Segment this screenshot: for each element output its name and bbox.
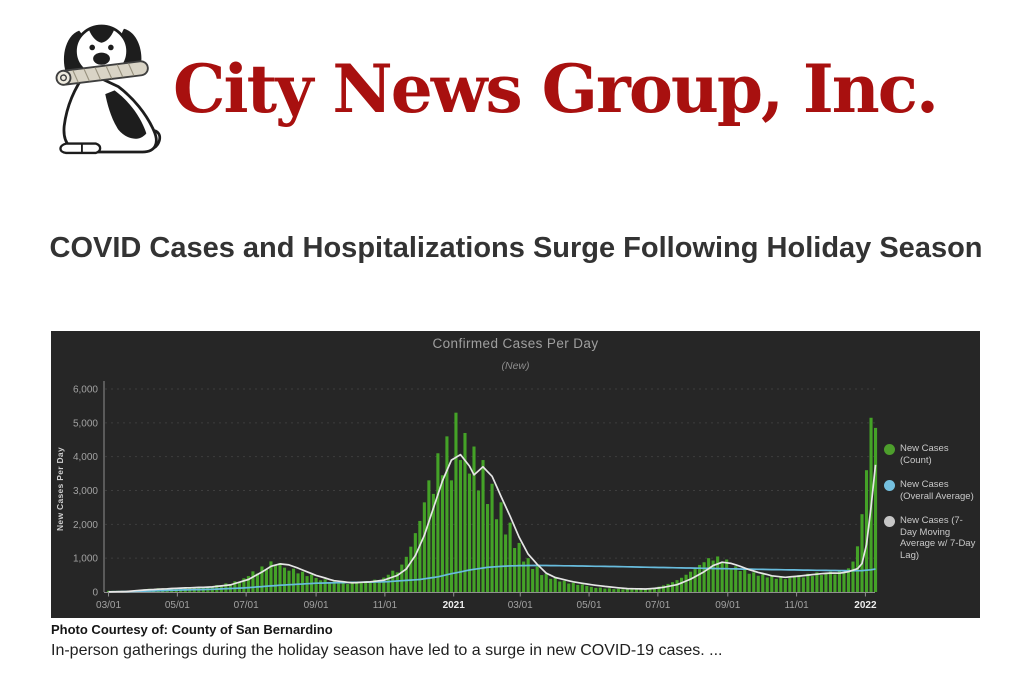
bars-series [107,412,878,593]
legend-item: New Cases (7-Day Moving Average w/ 7-Day… [884,515,976,561]
x-tick-label: 05/01 [577,600,602,611]
legend-label: New Cases (Overall Average) [900,479,974,502]
covid-chart-svg: 0 1,000 2,000 3,000 4,000 5,000 6,000 03/01 05/0… [73,381,878,611]
covid-chart-figure: 0 1,000 2,000 3,000 4,000 5,000 6,000 03/01 05/0… [51,331,980,618]
legend-item: New Cases (Count) [884,443,976,466]
site-logo-link[interactable]: City News Group, Inc. [53,12,939,166]
x-tick-label: 07/01 [234,600,259,611]
y-tick-label: 2,000 [73,520,98,531]
x-tick-label: 2021 [443,600,466,611]
x-tick-label: 2022 [854,600,877,611]
chart-legend: New Cases (Count) New Cases (Overall Aver… [884,443,976,561]
dog-newspaper-logo-icon [55,24,162,155]
y-tick-label: 6,000 [73,385,98,396]
x-tick-label: 11/01 [373,600,398,611]
y-tick-label: 0 [92,588,98,599]
logo-text: City News Group, Inc. [173,50,939,128]
y-tick-label: 1,000 [73,554,98,565]
legend-dot-icon [884,480,895,491]
x-tick-label: 11/01 [784,600,809,611]
x-tick-label: 03/01 [96,600,121,611]
article-excerpt: In-person gatherings during the holiday … [51,642,723,659]
x-tick-label: 05/01 [165,600,190,611]
y-tick-label: 3,000 [73,486,98,497]
legend-label: New Cases (Count) [900,443,949,466]
x-tick-label: 09/01 [304,600,329,611]
chart-y-axis-label: New Cases Per Day [55,447,65,532]
photo-credit: Photo Courtesy of: County of San Bernard… [51,622,333,637]
article-headline: COVID Cases and Hospitalizations Surge F… [49,232,983,265]
x-tick-label: 03/01 [508,600,533,611]
legend-label: New Cases (7-Day Moving Average w/ 7-Day… [900,515,976,561]
y-tick-label: 4,000 [73,452,98,463]
legend-dot-icon [884,444,895,455]
y-tick-label: 5,000 [73,418,98,429]
legend-dot-icon [884,516,895,527]
legend-item: New Cases (Overall Average) [884,479,976,502]
chart-title: Confirmed Cases Per Day [432,336,599,351]
x-tick-label: 07/01 [645,600,670,611]
moving-average-line [108,453,877,593]
x-tick-label: 09/01 [715,600,740,611]
chart-subtitle: (New) [501,360,530,372]
